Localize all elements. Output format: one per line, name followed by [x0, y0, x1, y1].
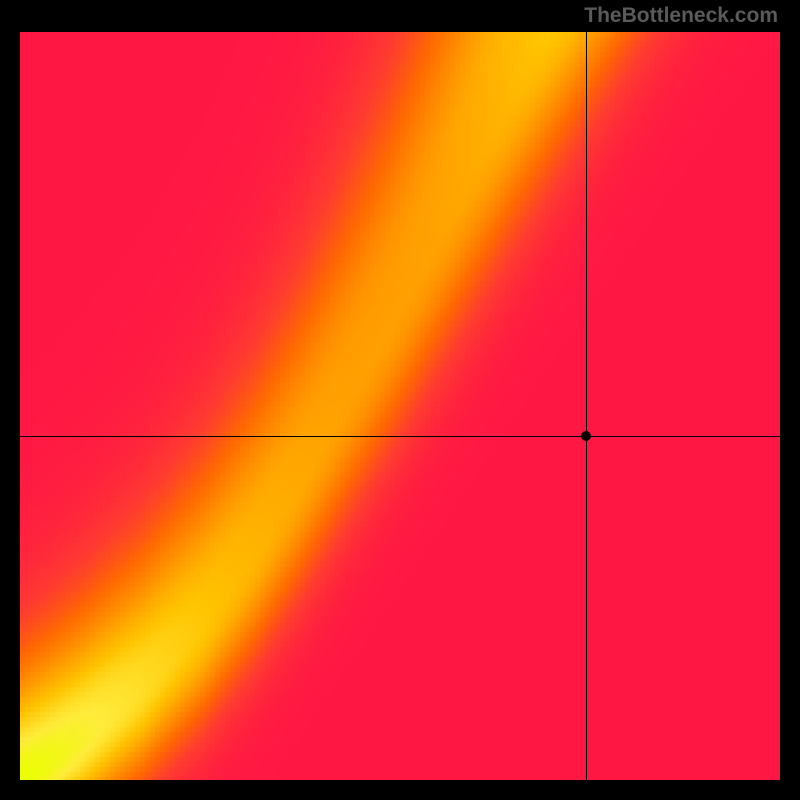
- plot-area: [20, 32, 780, 780]
- heatmap-canvas: [20, 32, 780, 780]
- crosshair-horizontal: [20, 436, 780, 437]
- crosshair-marker: [581, 431, 591, 441]
- chart-container: TheBottleneck.com: [0, 0, 800, 800]
- watermark-text: TheBottleneck.com: [584, 4, 778, 28]
- crosshair-vertical: [586, 32, 587, 780]
